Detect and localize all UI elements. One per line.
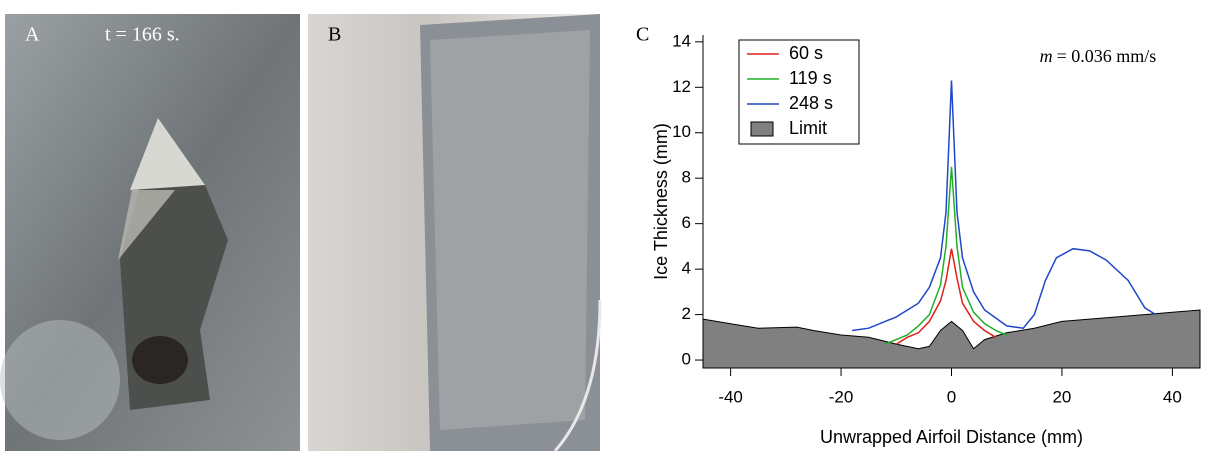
photo-time: t = 166 s.: [105, 24, 180, 46]
panel-label: B: [328, 24, 341, 46]
legend-label: 60 s: [789, 43, 823, 63]
x-axis-label: Unwrapped Airfoil Distance (mm): [820, 427, 1083, 447]
x-tick-label: 20: [1052, 387, 1071, 406]
photo-b: [308, 14, 600, 451]
series-line: [885, 167, 1007, 344]
x-tick-label: 40: [1163, 387, 1182, 406]
panel-label: A: [25, 24, 40, 46]
y-axis-label: Ice Thickness (mm): [651, 123, 671, 280]
legend-swatch: [751, 122, 773, 136]
y-tick-label: 12: [672, 77, 691, 96]
x-tick-label: -20: [829, 387, 854, 406]
legend-label: 119 s: [789, 68, 832, 88]
annotation: m= 0.036 mm/s: [1040, 46, 1157, 66]
annotation-text: = 0.036 mm/s: [1057, 46, 1157, 66]
x-tick-label: 0: [947, 387, 956, 406]
y-tick-label: 4: [682, 259, 691, 278]
annotation-var: m: [1040, 46, 1053, 66]
y-tick-label: 6: [682, 213, 691, 232]
y-tick-label: 10: [672, 122, 691, 141]
y-tick-label: 14: [672, 31, 691, 50]
photo-a: [0, 14, 300, 451]
legend-label: Limit: [789, 118, 827, 138]
panel-label: C: [636, 24, 649, 46]
y-tick-label: 8: [682, 168, 691, 187]
figure: A t = 166 s. B C 0 2 4 6 8 10 12 14 -40 -20 0 20 40 U…: [0, 0, 1206, 451]
chart: 0 2 4 6 8 10 12 14 -40 -20 0 20 40 Unwrapped Airfoil …: [651, 31, 1200, 446]
series-line: [852, 81, 1156, 331]
limit-area: [703, 310, 1200, 368]
y-tick-label: 0: [682, 350, 691, 369]
legend-label: 248 s: [789, 93, 833, 113]
x-tick-label: -40: [718, 387, 743, 406]
y-tick-label: 2: [682, 304, 691, 323]
